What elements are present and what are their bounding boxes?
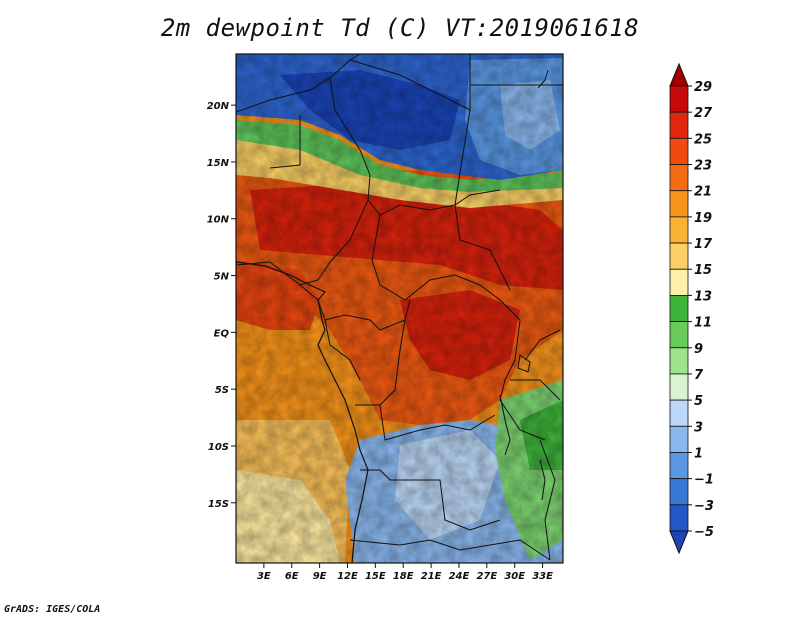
lat-tick-label: 10N xyxy=(207,215,230,226)
border-line xyxy=(324,299,411,331)
lat-tick-label: 10S xyxy=(208,442,229,453)
border-line xyxy=(355,319,406,406)
border-line xyxy=(349,539,551,561)
lon-tick-label: 9E xyxy=(313,571,327,582)
border-line xyxy=(510,379,561,401)
colorbar-label: 13 xyxy=(694,289,712,304)
colorbar-label: 1 xyxy=(694,446,703,461)
border-line xyxy=(371,214,521,321)
lake-outline xyxy=(517,354,531,373)
lon-tick-label: 27E xyxy=(476,571,497,582)
lake-outline xyxy=(499,394,511,456)
lon-tick-label: 33E xyxy=(532,571,553,582)
border-line xyxy=(324,319,361,381)
border-line xyxy=(349,54,471,111)
border-line xyxy=(454,109,471,206)
lat-tick-label: 15N xyxy=(207,158,230,169)
colorbar-label: 21 xyxy=(694,185,712,200)
border-line xyxy=(269,115,301,169)
longitude-axis: 3E 6E 9E 12E 15E 18E 21E 24E 27E 30E 33E xyxy=(257,563,553,582)
colorbar-box xyxy=(669,137,689,165)
field-texture xyxy=(236,54,563,563)
lon-tick-label: 15E xyxy=(365,571,386,582)
colorbar-box xyxy=(669,190,689,218)
colorbar-box xyxy=(669,242,689,270)
colorbar: 29 27 25 23 21 19 17 15 13 11 9 7 5 3 1 −1 −3 −5 xyxy=(669,62,714,555)
colorbar-box xyxy=(669,216,689,244)
colorbar-label: 23 xyxy=(694,159,712,174)
colorbar-box xyxy=(669,452,689,480)
colorbar-label: 15 xyxy=(694,263,712,278)
colorbar-box xyxy=(669,399,689,427)
lat-tick-label: 20N xyxy=(207,101,230,112)
lon-tick-label: 21E xyxy=(421,571,442,582)
coastline-atlantic xyxy=(236,261,369,563)
colorbar-box xyxy=(669,164,689,192)
lat-tick-label: EQ xyxy=(214,328,230,339)
colorbar-label: −5 xyxy=(694,525,714,540)
colorbar-box xyxy=(669,295,689,322)
colorbar-box xyxy=(669,425,689,453)
colorbar-top-arrow xyxy=(669,62,689,87)
colorbar-box xyxy=(669,111,689,139)
colorbar-label: −1 xyxy=(694,473,714,488)
colorbar-box xyxy=(669,373,689,401)
colorbar-box xyxy=(669,347,689,375)
colorbar-label: 7 xyxy=(694,368,704,383)
colorbar-label: −3 xyxy=(694,499,714,514)
border-line xyxy=(379,404,496,441)
border-line xyxy=(299,199,369,286)
colorbar-box xyxy=(669,321,689,349)
colorbar-label: 17 xyxy=(694,237,713,252)
lat-tick-label: 5N xyxy=(214,272,230,283)
colorbar-label: 9 xyxy=(694,342,703,357)
colorbar-label: 29 xyxy=(694,80,712,95)
lon-tick-label: 3E xyxy=(257,571,271,582)
colorbar-box xyxy=(669,478,689,506)
latitude-axis: 20N 15N 10N 5N EQ 5S 10S 15S xyxy=(207,101,236,510)
map-title: 2m dewpoint Td (C) VT:2019061618 xyxy=(160,14,640,42)
dewpoint-field xyxy=(236,54,563,563)
border-line xyxy=(329,77,371,201)
lon-tick-label: 6E xyxy=(285,571,299,582)
border-line xyxy=(454,204,511,291)
lon-tick-label: 18E xyxy=(393,571,414,582)
colorbar-label: 11 xyxy=(694,316,712,331)
map-frame xyxy=(235,53,564,564)
border-line xyxy=(360,469,501,531)
lon-tick-label: 30E xyxy=(504,571,525,582)
lakes xyxy=(499,69,549,501)
lake-outline xyxy=(539,459,546,501)
lat-tick-label: 15S xyxy=(208,499,229,510)
border-line xyxy=(236,54,361,113)
colorbar-label: 27 xyxy=(694,106,713,121)
border-line xyxy=(539,439,556,561)
coastline xyxy=(236,261,369,563)
colorbar-box xyxy=(669,85,689,113)
grads-credit: GrADS: IGES/COLA xyxy=(4,604,101,615)
colorbar-bottom-arrow xyxy=(669,530,689,555)
colorbar-label: 5 xyxy=(694,394,703,409)
lake-outline xyxy=(537,69,549,89)
lon-tick-label: 12E xyxy=(337,571,358,582)
border-line xyxy=(499,319,546,441)
colorbar-label: 25 xyxy=(694,132,712,147)
colorbar-label: 3 xyxy=(694,420,703,435)
lat-tick-label: 5S xyxy=(215,385,229,396)
colorbar-label: 19 xyxy=(694,211,712,226)
colorbar-box xyxy=(669,268,689,296)
colorbar-box xyxy=(669,504,689,532)
lon-tick-label: 24E xyxy=(449,571,470,582)
country-borders xyxy=(236,54,563,561)
border-line xyxy=(236,261,326,321)
border-line xyxy=(524,329,561,361)
